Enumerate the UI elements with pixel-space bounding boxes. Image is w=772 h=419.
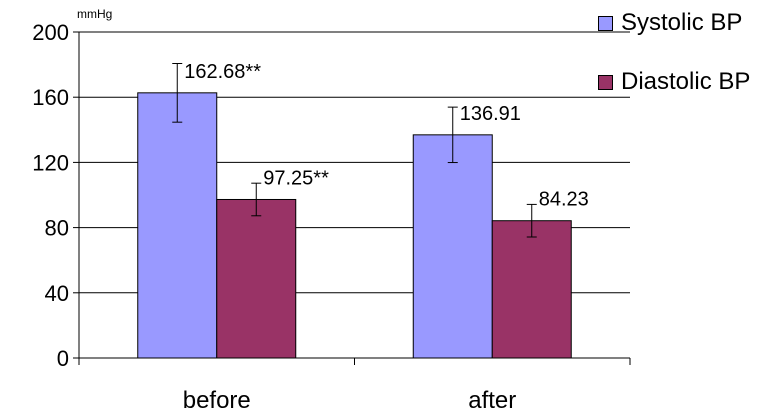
- data-label-1-after: 84.23: [539, 189, 589, 211]
- bar-systolic-after: [412, 134, 493, 359]
- x-tick-label-before: before: [183, 387, 251, 414]
- y-tick-labels: 0 40 80 120 160 200: [32, 20, 69, 371]
- y-tick-label-160: 160: [32, 85, 69, 110]
- legend-item-systolic: Systolic BP: [598, 9, 750, 36]
- legend-swatch-diastolic: [598, 74, 613, 90]
- bar-diastolic-before: [216, 198, 297, 359]
- bars: [137, 92, 572, 359]
- legend: Systolic BP Diastolic BP: [598, 9, 751, 128]
- axes: [73, 31, 631, 365]
- bar-diastolic-after: [491, 220, 572, 359]
- bar-systolic-before: [137, 92, 218, 359]
- legend-swatch-systolic: [598, 15, 613, 31]
- y-unit-label: mmHg: [77, 7, 112, 21]
- y-tick-label-0: 0: [57, 346, 69, 371]
- x-tick-labels: before after: [183, 387, 517, 414]
- data-label-0-after: 136.91: [460, 103, 521, 125]
- y-tick-label-40: 40: [45, 281, 69, 306]
- y-tick-label-80: 80: [45, 216, 69, 241]
- data-label-1-before: 97.25**: [263, 167, 329, 189]
- data-labels: 162.68** 97.25** 136.91 84.23: [184, 61, 589, 211]
- y-tick-label-200: 200: [32, 20, 69, 45]
- legend-label-systolic: Systolic BP: [621, 9, 743, 36]
- data-label-0-before: 162.68**: [184, 61, 261, 83]
- legend-label-diastolic: Diastolic BP: [621, 68, 751, 95]
- y-tick-label-120: 120: [32, 150, 69, 175]
- error-bars: [172, 62, 537, 238]
- x-tick-label-after: after: [468, 387, 516, 414]
- legend-item-diastolic: Diastolic BP: [598, 68, 751, 95]
